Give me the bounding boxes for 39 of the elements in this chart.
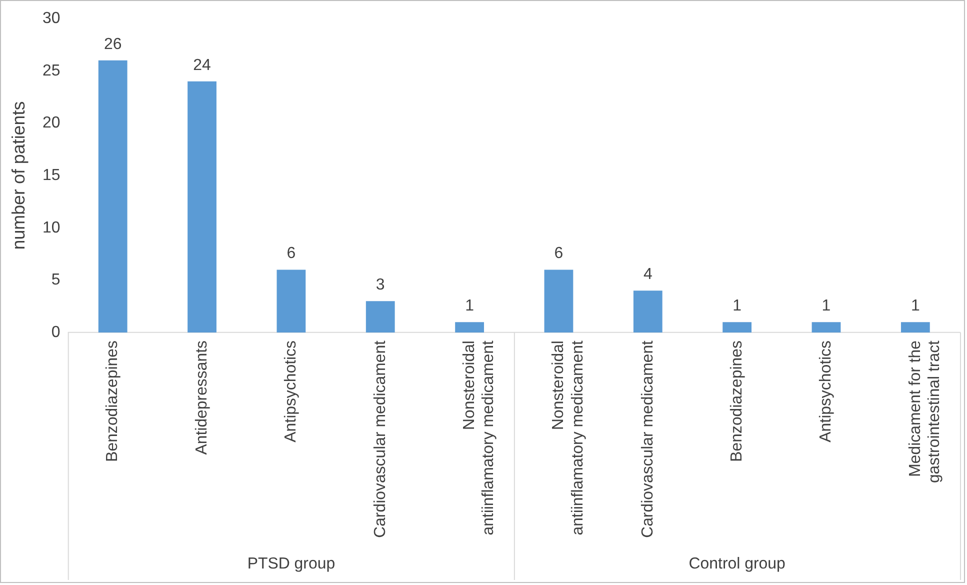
data-label: 24 bbox=[193, 56, 212, 74]
bar bbox=[722, 322, 752, 333]
data-label: 1 bbox=[465, 298, 474, 315]
bar bbox=[900, 322, 930, 333]
x-tick-label: Benzodiazepines bbox=[728, 340, 746, 462]
x-tick-label: Antipsychotics bbox=[818, 340, 835, 442]
data-label: 3 bbox=[376, 276, 385, 294]
data-label: 1 bbox=[822, 298, 831, 315]
y-tick-label: 30 bbox=[42, 10, 60, 27]
bar bbox=[276, 270, 306, 333]
data-label: 26 bbox=[104, 36, 122, 53]
bar bbox=[98, 60, 128, 333]
y-axis-title: number of patients bbox=[8, 101, 29, 250]
y-tick-label: 10 bbox=[42, 219, 60, 236]
data-label: 6 bbox=[286, 245, 296, 262]
text: Control group bbox=[688, 555, 786, 572]
x-tick-label: Antipsychotics bbox=[282, 340, 300, 442]
y-tick-label: 5 bbox=[51, 272, 60, 289]
data-label: 1 bbox=[732, 298, 742, 315]
x-tick-label: Benzodiazepines bbox=[104, 340, 122, 462]
bar bbox=[544, 270, 574, 333]
bar bbox=[812, 322, 841, 333]
data-label: 6 bbox=[554, 245, 564, 262]
x-tick-label: Medicament for the gastrointestinal tract bbox=[906, 340, 943, 484]
y-tick-label: 15 bbox=[42, 166, 60, 184]
x-tick-label: Nonsteroidal antiinflamatory medicament bbox=[460, 340, 498, 536]
y-tick-label: 0 bbox=[51, 324, 60, 341]
x-tick-label: Cardiovascular medicament bbox=[372, 340, 389, 538]
bar bbox=[455, 322, 484, 333]
bar bbox=[188, 81, 216, 333]
bar bbox=[633, 290, 662, 333]
x-tick-label: Cardiovascular medicament bbox=[639, 340, 656, 538]
data-label: 4 bbox=[643, 266, 652, 284]
text: PTSD group bbox=[247, 555, 336, 572]
x-tick-label: Antidepressants bbox=[193, 340, 210, 455]
data-label: 1 bbox=[910, 298, 920, 315]
y-tick-label: 20 bbox=[42, 114, 60, 132]
y-tick-label: 25 bbox=[42, 62, 60, 80]
bar bbox=[366, 301, 395, 333]
